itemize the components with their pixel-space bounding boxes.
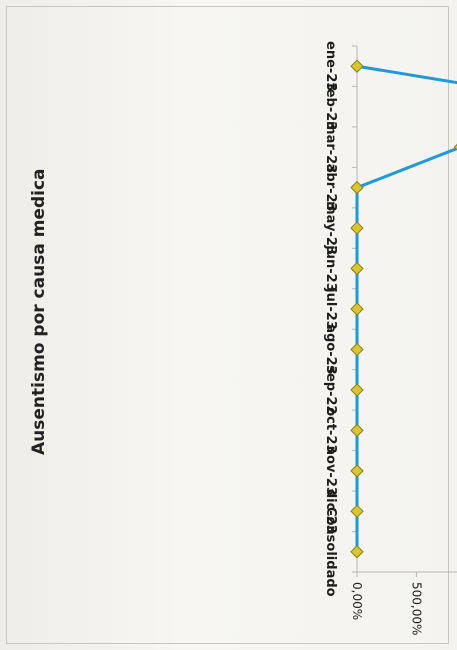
category-label: feb-23 (323, 83, 338, 130)
category-label: jul-23 (323, 287, 338, 330)
series-markers (350, 59, 457, 559)
data-point-marker (350, 261, 364, 276)
category-label: ago-23 (323, 324, 338, 375)
data-point-marker (350, 342, 364, 357)
value-tick-label: 500,00% (409, 582, 423, 635)
data-point-marker (350, 221, 364, 235)
category-label: may-23 (323, 201, 338, 255)
plot-area: 0,00%500,00%1000,00%1500,00%2000,00%2500… (323, 41, 457, 635)
category-label: Consolidado (323, 507, 338, 597)
data-point-marker (350, 383, 364, 397)
category-labels: ene-23feb-23mar-23abr-23may-23jun-23jul-… (323, 41, 338, 597)
category-label: ene-23 (323, 41, 338, 91)
data-point-marker (350, 180, 364, 195)
data-point-marker (350, 302, 364, 316)
series-line (355, 64, 457, 552)
category-label: oct-23 (323, 407, 338, 453)
category-label: nov-23 (323, 446, 338, 496)
data-point-marker (350, 59, 364, 73)
category-label: abr-23 (323, 164, 338, 212)
data-point-marker (350, 545, 364, 559)
category-label: sep-22 (323, 365, 338, 414)
data-point-marker (350, 423, 364, 438)
category-label: mar-23 (323, 121, 338, 173)
data-point-marker (350, 464, 364, 478)
category-label: jun-23 (323, 244, 338, 291)
data-point-marker (453, 140, 457, 154)
chart-frame (6, 6, 449, 644)
category-label: dic-23 (323, 489, 338, 534)
chart-title: Ausentismo por causa medica (29, 169, 49, 456)
value-tick-label: 0,00% (350, 582, 364, 620)
data-point-marker (350, 504, 364, 519)
value-ticks: 0,00%500,00%1000,00%1500,00%2000,00%2500… (350, 572, 423, 635)
